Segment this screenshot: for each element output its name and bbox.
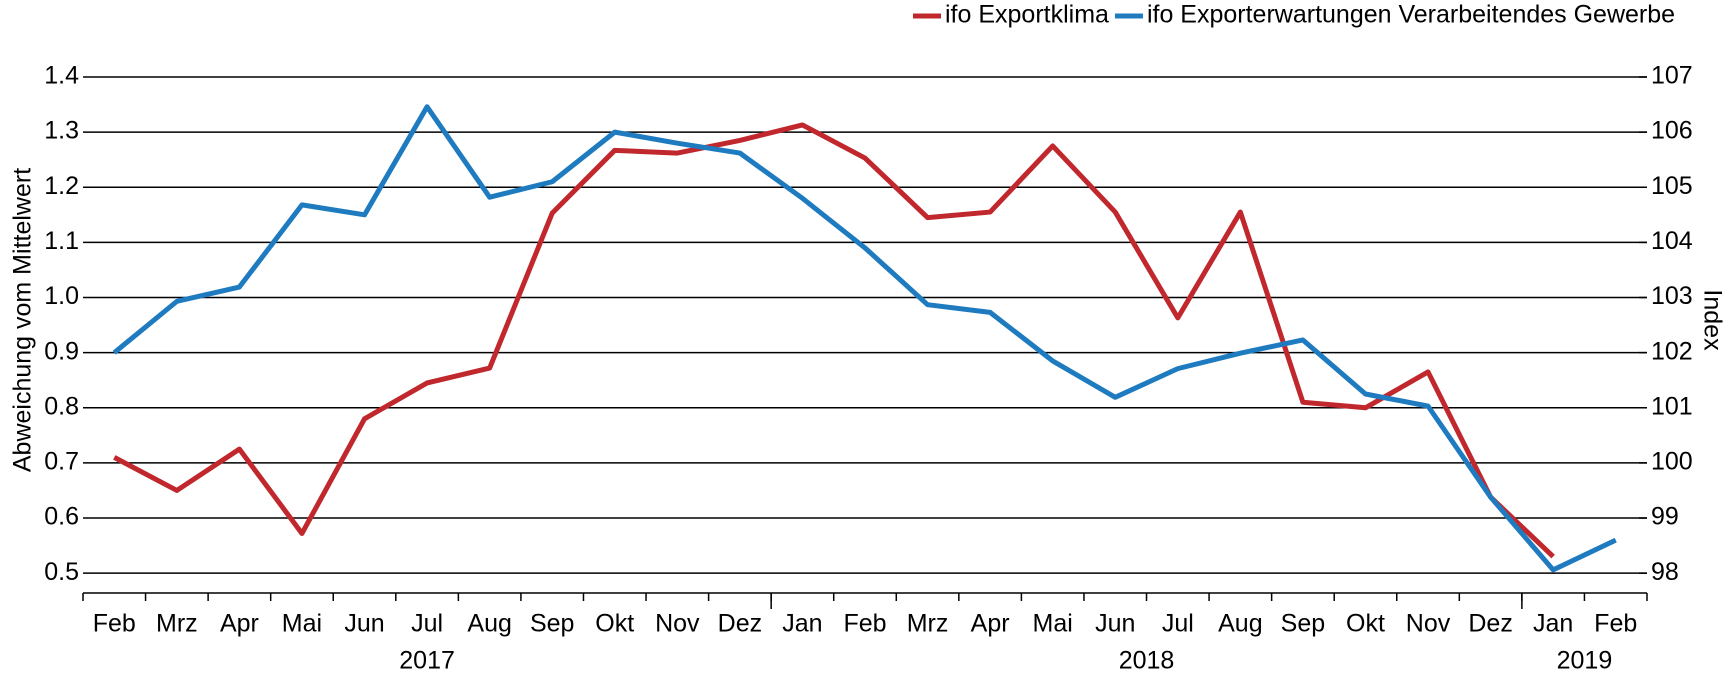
x-tick-label: Mai: [1033, 610, 1073, 638]
x-tick-label: Dez: [1468, 610, 1512, 638]
line-series: [113, 122, 1555, 559]
x-group-label: 2019: [1557, 647, 1613, 675]
y2-tick-label: 104: [1651, 227, 1693, 255]
y2-tick-label: 105: [1651, 172, 1693, 200]
x-tick-label: Sep: [530, 610, 574, 638]
x-tick-label: Feb: [843, 610, 886, 638]
y2-axis-title: Index: [1698, 289, 1726, 351]
legend-label: ifo Exporterwartungen Verarbeitendes Gew…: [1147, 1, 1675, 29]
y2-tick-label: 106: [1651, 117, 1693, 145]
y-tick-label: 1.1: [44, 227, 79, 255]
y-tick-label: 0.9: [44, 337, 79, 365]
x-tick-label: Jun: [344, 610, 384, 638]
y-tick-label: 0.8: [44, 392, 79, 420]
x-tick-label: Apr: [971, 610, 1010, 638]
y2-tick-label: 98: [1651, 558, 1679, 586]
x-tick-label: Sep: [1281, 610, 1325, 638]
y2-tick-label: 103: [1651, 282, 1693, 310]
legend-label: ifo Exportklima: [945, 1, 1109, 29]
x-tick-label: Feb: [93, 610, 136, 638]
y-tick-label: 0.5: [44, 558, 79, 586]
x-group-label: 2018: [1119, 647, 1175, 675]
y2-tick-label: 102: [1651, 337, 1693, 365]
y2-tick-label: 100: [1651, 448, 1693, 476]
y2-tick-label: 107: [1651, 62, 1693, 90]
x-tick-label: Nov: [1406, 610, 1451, 638]
y-tick-label: 0.7: [44, 448, 79, 476]
x-tick-label: Mai: [282, 610, 322, 638]
x-tick-label: Aug: [467, 610, 511, 638]
line-series: [112, 104, 1617, 573]
x-tick-label: Jun: [1095, 610, 1135, 638]
x-tick-label: Apr: [220, 610, 259, 638]
y2-tick-label: 99: [1651, 503, 1679, 531]
y-tick-label: 1.4: [44, 62, 79, 90]
y-tick-label: 0.6: [44, 503, 79, 531]
x-tick-label: Aug: [1218, 610, 1262, 638]
x-tick-label: Jul: [411, 610, 443, 638]
y-tick-label: 1.0: [44, 282, 79, 310]
x-tick-label: Nov: [655, 610, 700, 638]
x-tick-label: Jul: [1162, 610, 1194, 638]
x-tick-label: Dez: [718, 610, 762, 638]
y-axis-title: Abweichung vom Mittelwert: [9, 168, 37, 472]
x-tick-label: Okt: [1346, 610, 1385, 638]
x-tick-label: Jan: [1533, 610, 1573, 638]
x-tick-label: Jan: [782, 610, 822, 638]
x-tick-label: Mrz: [907, 610, 949, 638]
x-tick-label: Okt: [595, 610, 634, 638]
x-tick-label: Mrz: [156, 610, 198, 638]
y-tick-label: 1.3: [44, 117, 79, 145]
x-group-label: 2017: [399, 647, 455, 675]
y2-tick-label: 101: [1651, 392, 1693, 420]
y-tick-label: 1.2: [44, 172, 79, 200]
x-tick-label: Feb: [1594, 610, 1637, 638]
